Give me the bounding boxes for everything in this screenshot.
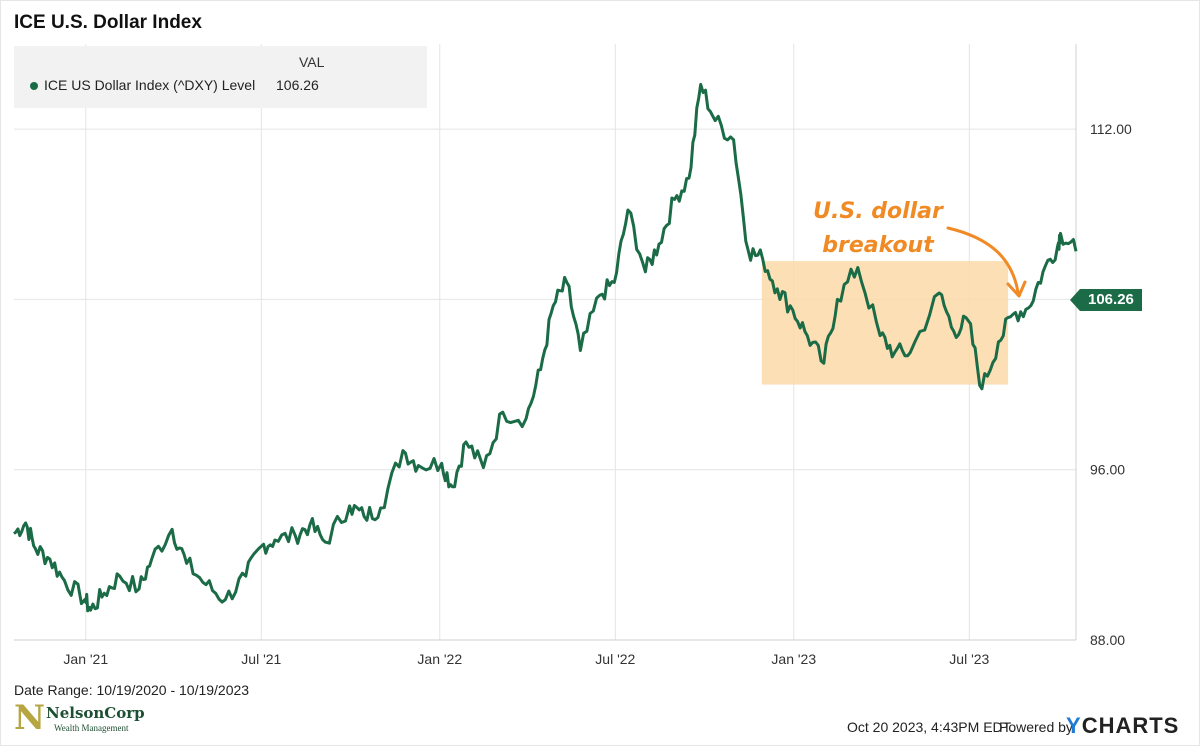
- dxy-series-line: [13, 82, 1078, 613]
- legend-series-value: 106.26: [276, 77, 319, 93]
- annotation-arrow: [946, 226, 1020, 294]
- legend-series-name[interactable]: ICE US Dollar Index (^DXY) Level: [44, 77, 256, 93]
- date-range: Date Range: 10/19/2020 - 10/19/2023: [14, 682, 250, 698]
- logo-brand: NelsonCorp: [46, 704, 145, 722]
- x-tick-label: Jan '22: [417, 651, 462, 667]
- logo-subtitle: Wealth Management: [54, 723, 129, 733]
- annotation-line-2: breakout: [822, 233, 934, 258]
- legend-column-header: VAL: [299, 54, 325, 70]
- timestamp: Oct 20 2023, 4:43PM EDT.: [847, 719, 1014, 735]
- powered-by: Powered by: [999, 719, 1073, 735]
- ycharts-wordmark: CHARTS: [1081, 713, 1180, 738]
- logo-n-mark: N: [14, 698, 46, 738]
- x-tick-label: Jan '23: [771, 651, 816, 667]
- nelsoncorp-logo: N NelsonCorp Wealth Management: [14, 698, 145, 738]
- legend: VAL ICE US Dollar Index (^DXY) Level 106…: [14, 46, 427, 108]
- last-value-tag: 106.26: [1070, 289, 1142, 311]
- ycharts-logo[interactable]: YCHARTS: [1066, 713, 1179, 739]
- chart-title: ICE U.S. Dollar Index: [14, 12, 202, 33]
- x-tick-label: Jul '23: [949, 651, 989, 667]
- annotation-arrowhead: [1006, 280, 1027, 298]
- breakout-annotation: U.S. dollar breakout: [808, 195, 948, 263]
- x-tick-label: Jul '21: [241, 651, 281, 667]
- annotation-line-1: U.S. dollar: [813, 199, 943, 224]
- ycharts-y-icon: Y: [1066, 713, 1082, 738]
- legend-series-dot: [30, 82, 38, 90]
- x-tick-label: Jul '22: [595, 651, 635, 667]
- x-tick-label: Jan '21: [63, 651, 108, 667]
- y-tick-label: 88.00: [1090, 632, 1125, 648]
- y-tick-label: 96.00: [1090, 462, 1125, 478]
- y-tick-label: 112.00: [1090, 121, 1132, 137]
